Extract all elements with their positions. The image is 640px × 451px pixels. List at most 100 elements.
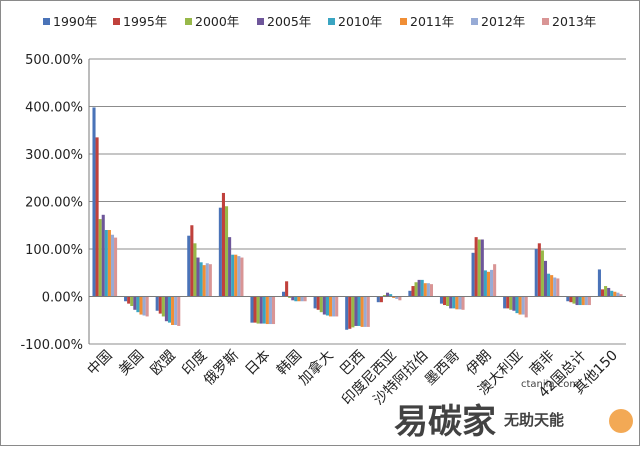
bar bbox=[604, 286, 608, 297]
legend-label: 2012年 bbox=[481, 14, 525, 29]
x-tick-label: 中国 bbox=[85, 348, 116, 379]
x-tick-label: 美国 bbox=[116, 348, 147, 379]
bar bbox=[142, 296, 146, 316]
bar bbox=[95, 137, 99, 297]
bar bbox=[506, 296, 510, 309]
bar bbox=[345, 296, 349, 330]
bar bbox=[363, 296, 367, 327]
watermark-sub: 无助天能 bbox=[503, 411, 564, 429]
bar bbox=[253, 296, 257, 323]
bar bbox=[268, 296, 272, 325]
bar bbox=[199, 262, 203, 297]
bar bbox=[335, 296, 339, 317]
y-tick-label: 100.00% bbox=[25, 243, 83, 258]
bar bbox=[493, 264, 497, 297]
legend: 1990年 1995年 2000年 2005年 2010年 2011年 2012年 2013年 bbox=[43, 14, 596, 29]
bar bbox=[208, 264, 212, 297]
legend-label: 2013年 bbox=[552, 14, 596, 29]
bar bbox=[521, 296, 525, 315]
bar bbox=[167, 296, 172, 323]
bar bbox=[486, 271, 491, 297]
bar bbox=[294, 296, 298, 302]
bar bbox=[366, 296, 370, 327]
legend-label: 2000年 bbox=[195, 14, 239, 29]
bar bbox=[417, 279, 421, 297]
bar bbox=[600, 289, 605, 297]
bar bbox=[613, 291, 617, 297]
bar bbox=[537, 243, 541, 297]
y-tick-label: 500.00% bbox=[25, 53, 83, 68]
bar bbox=[389, 294, 393, 297]
legend-swatch bbox=[113, 18, 120, 25]
x-tick-label: 日本 bbox=[242, 348, 273, 379]
bar bbox=[107, 230, 111, 297]
bar bbox=[426, 283, 430, 297]
bar bbox=[92, 107, 96, 297]
bar bbox=[477, 239, 481, 297]
legend-swatch bbox=[43, 18, 50, 25]
x-tick-label: 俄罗斯 bbox=[201, 348, 242, 389]
bar bbox=[398, 296, 402, 301]
bar bbox=[221, 192, 225, 297]
bar bbox=[607, 287, 611, 297]
bar bbox=[265, 296, 269, 325]
bar bbox=[471, 252, 475, 297]
bar bbox=[351, 296, 355, 328]
bar bbox=[376, 296, 380, 303]
bar bbox=[205, 263, 209, 297]
bar bbox=[575, 296, 579, 306]
bar bbox=[288, 296, 292, 298]
bar bbox=[515, 296, 519, 314]
x-tick-label: 加拿大 bbox=[295, 347, 337, 389]
bar bbox=[190, 225, 194, 297]
bar bbox=[171, 296, 175, 325]
bar bbox=[569, 296, 573, 303]
bar bbox=[524, 296, 528, 318]
bar bbox=[328, 296, 333, 317]
y-tick-label: 300.00% bbox=[25, 148, 83, 163]
bar bbox=[414, 282, 418, 297]
bar bbox=[392, 296, 396, 298]
bar bbox=[224, 206, 229, 297]
bar bbox=[104, 230, 108, 297]
bar bbox=[161, 296, 165, 317]
bar bbox=[439, 296, 444, 304]
bar bbox=[174, 296, 178, 325]
bar bbox=[300, 296, 304, 302]
bar bbox=[332, 296, 336, 317]
bar bbox=[130, 296, 134, 306]
bar bbox=[127, 296, 131, 304]
bar bbox=[490, 269, 494, 297]
bar bbox=[616, 292, 620, 297]
y-tick-label: -100.00% bbox=[20, 338, 83, 353]
x-tick-label: 欧盟 bbox=[148, 348, 179, 379]
bar bbox=[316, 296, 320, 310]
bar bbox=[395, 296, 399, 299]
y-tick-label: 400.00% bbox=[25, 101, 83, 116]
bar bbox=[503, 296, 507, 309]
bar bbox=[443, 296, 447, 306]
bar bbox=[379, 296, 383, 303]
bar bbox=[581, 296, 585, 306]
y-axis: 500.00% 400.00% 300.00% 200.00% 100.00% 0.00%… bbox=[20, 53, 90, 353]
bar bbox=[474, 237, 478, 297]
legend-label: 1990年 bbox=[53, 14, 97, 29]
bar bbox=[382, 295, 387, 297]
bar bbox=[446, 296, 450, 306]
legend-swatch bbox=[257, 18, 264, 25]
bar bbox=[271, 296, 276, 325]
bars bbox=[92, 107, 623, 330]
x-tick-label: 墨西哥 bbox=[422, 348, 463, 389]
bar bbox=[429, 284, 433, 297]
bar bbox=[360, 296, 364, 327]
bar bbox=[449, 296, 453, 309]
bar bbox=[578, 296, 582, 306]
legend-label: 2005年 bbox=[267, 14, 311, 29]
y-tick-label: 200.00% bbox=[25, 196, 83, 211]
bar bbox=[566, 296, 570, 302]
bar bbox=[124, 296, 128, 302]
bar bbox=[553, 277, 557, 297]
bar bbox=[110, 234, 115, 297]
bar bbox=[297, 296, 301, 302]
